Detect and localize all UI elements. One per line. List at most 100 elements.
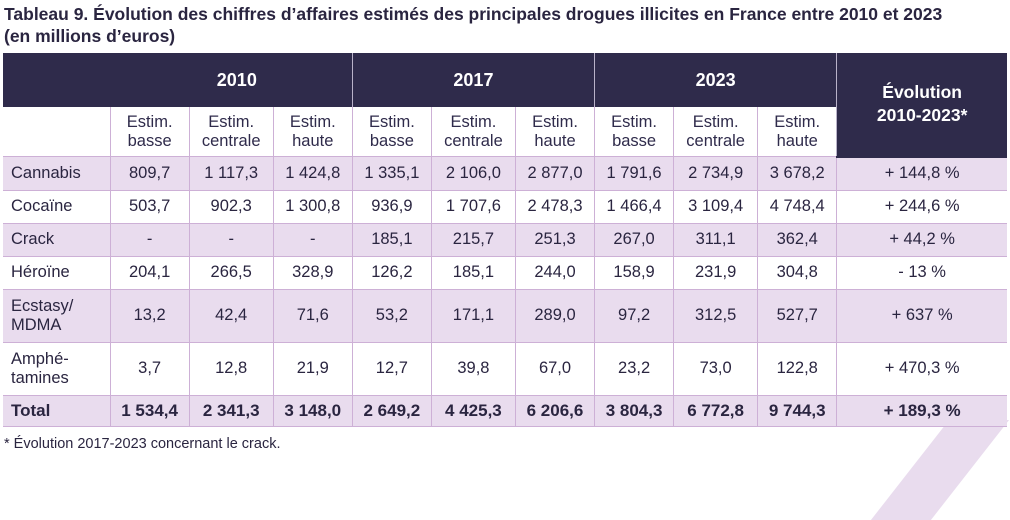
- drug-name: Cocaïne: [3, 189, 111, 223]
- value-cell: 3 804,3: [594, 394, 674, 427]
- estimate-header-line2: haute: [534, 131, 576, 150]
- value-cell: -: [272, 222, 353, 256]
- value-cell: 215,7: [430, 222, 516, 256]
- estimate-header-2023-basse: Estim. basse: [594, 107, 674, 157]
- table-row: Cannabis 809,7 1 117,3 1 424,8 1 335,1 2 106,…: [3, 156, 1007, 190]
- evolution-cell: + 44,2 %: [836, 222, 1007, 256]
- drug-name-line1: Héroïne: [11, 263, 70, 281]
- value-cell: 2 478,3: [514, 189, 595, 223]
- value-cell: 97,2: [594, 288, 674, 342]
- value-cell: 304,8: [757, 255, 837, 289]
- estimate-header-line1: Estim.: [692, 112, 739, 131]
- value-cell: 73,0: [673, 341, 758, 395]
- value-cell: 2 877,0: [514, 156, 595, 190]
- estimate-header-line2: centrale: [686, 131, 745, 150]
- value-cell: 2 649,2: [351, 394, 432, 427]
- evolution-header-line2: 2010-2023*: [876, 105, 968, 126]
- year-header-2017: 2017: [351, 53, 595, 107]
- value-cell: 244,0: [514, 255, 595, 289]
- estimate-header-line2: basse: [369, 131, 414, 150]
- evolution-cell: - 13 %: [836, 255, 1007, 289]
- estimate-header-line1: Estim.: [368, 112, 415, 131]
- evolution-cell: + 189,3 %: [836, 394, 1007, 427]
- estimate-header-2023-haute: Estim. haute: [757, 107, 837, 157]
- table-row: Amphé-tamines 3,7 12,8 21,9 12,7 39,8 67,0 23,2…: [3, 341, 1007, 395]
- table-row: Héroïne 204,1 266,5 328,9 126,2 185,1 244,0 158…: [3, 255, 1007, 289]
- estimate-header-2017-basse: Estim. basse: [351, 107, 432, 157]
- estimate-header-line2: haute: [292, 131, 334, 150]
- value-cell: 122,8: [757, 341, 837, 395]
- estimate-header-line2: basse: [127, 131, 172, 150]
- value-cell: -: [188, 222, 274, 256]
- value-cell: 1 300,8: [272, 189, 353, 223]
- drug-name-line1: Amphé-: [11, 349, 69, 368]
- table-body: Cannabis 809,7 1 117,3 1 424,8 1 335,1 2 106,…: [3, 156, 1007, 427]
- title-line-2: (en millions d’euros): [4, 26, 176, 46]
- table-title: Tableau 9. Évolution des chiffres d’affa…: [4, 3, 1004, 47]
- estimate-header-line1: Estim.: [126, 112, 173, 131]
- estimate-header-line2: basse: [612, 131, 657, 150]
- value-cell: 289,0: [514, 288, 595, 342]
- evolution-cell: + 144,8 %: [836, 156, 1007, 190]
- estimate-header-line1: Estim.: [532, 112, 578, 131]
- value-cell: -: [109, 222, 190, 256]
- estimate-header-line1: Estim.: [289, 112, 336, 131]
- value-cell: 936,9: [351, 189, 432, 223]
- value-cell: 527,7: [757, 288, 837, 342]
- value-cell: 3 109,4: [673, 189, 758, 223]
- value-cell: 4 425,3: [430, 394, 516, 427]
- value-cell: 1 791,6: [594, 156, 674, 190]
- drug-name: Crack: [3, 222, 111, 256]
- value-cell: 2 106,0: [430, 156, 516, 190]
- total-row: Total 1 534,4 2 341,3 3 148,0 2 649,2 4 425,3…: [3, 394, 1007, 427]
- value-cell: 171,1: [430, 288, 516, 342]
- value-cell: 39,8: [430, 341, 516, 395]
- estimate-header-row: Estim. basse Estim. centrale Estim. haute Esti…: [3, 107, 1007, 157]
- decorative-swoosh: [870, 420, 1010, 520]
- table-row: Ecstasy/MDMA 13,2 42,4 71,6 53,2 171,1 289,0 97…: [3, 288, 1007, 342]
- value-cell: 1 534,4: [109, 394, 190, 427]
- estimate-header-line1: Estim.: [774, 112, 821, 131]
- value-cell: 13,2: [109, 288, 190, 342]
- estimate-header-line2: centrale: [201, 131, 261, 150]
- value-cell: 6 772,8: [673, 394, 758, 427]
- value-cell: 21,9: [272, 341, 353, 395]
- value-cell: 2 341,3: [188, 394, 274, 427]
- value-cell: 503,7: [109, 189, 190, 223]
- estimate-header-line2: centrale: [444, 131, 503, 150]
- value-cell: 1 466,4: [594, 189, 674, 223]
- title-line-1: Tableau 9. Évolution des chiffres d’affa…: [4, 4, 943, 24]
- value-cell: 53,2: [351, 288, 432, 342]
- year-header-2023: 2023: [594, 53, 837, 107]
- value-cell: 23,2: [594, 341, 674, 395]
- value-cell: 126,2: [351, 255, 432, 289]
- evolution-cell: + 637 %: [836, 288, 1007, 342]
- value-cell: 251,3: [514, 222, 595, 256]
- value-cell: 185,1: [351, 222, 432, 256]
- drug-name: Ecstasy/MDMA: [3, 288, 111, 342]
- value-cell: 2 734,9: [673, 156, 758, 190]
- value-cell: 4 748,4: [757, 189, 837, 223]
- value-cell: 12,8: [188, 341, 274, 395]
- year-header-row: 2010 2017 2023 Évolution 2010-2023*: [3, 53, 1007, 158]
- value-cell: 204,1: [109, 255, 190, 289]
- drug-name: Total: [3, 394, 111, 427]
- estimate-header-2010-centrale: Estim. centrale: [188, 107, 274, 157]
- drug-name-line1: Ecstasy/: [11, 296, 74, 315]
- drug-name: Héroïne: [3, 255, 111, 289]
- value-cell: 3,7: [109, 341, 190, 395]
- value-cell: 362,4: [757, 222, 837, 256]
- value-cell: 1 117,3: [188, 156, 274, 190]
- estimate-header-2017-haute: Estim. haute: [514, 107, 595, 157]
- value-cell: 185,1: [430, 255, 516, 289]
- evolution-header-line1: Évolution: [882, 82, 962, 103]
- drug-name-line1: Total: [11, 400, 51, 420]
- evolution-cell: + 470,3 %: [836, 341, 1007, 395]
- drug-name-line2: MDMA: [11, 315, 62, 334]
- drug-name: Cannabis: [3, 156, 111, 190]
- footnote: * Évolution 2017-2023 concernant le crac…: [4, 436, 281, 452]
- estimate-header-line2: haute: [776, 131, 818, 150]
- row-label-header: [3, 107, 111, 157]
- estimate-header-line1: Estim.: [450, 112, 497, 131]
- value-cell: 267,0: [594, 222, 674, 256]
